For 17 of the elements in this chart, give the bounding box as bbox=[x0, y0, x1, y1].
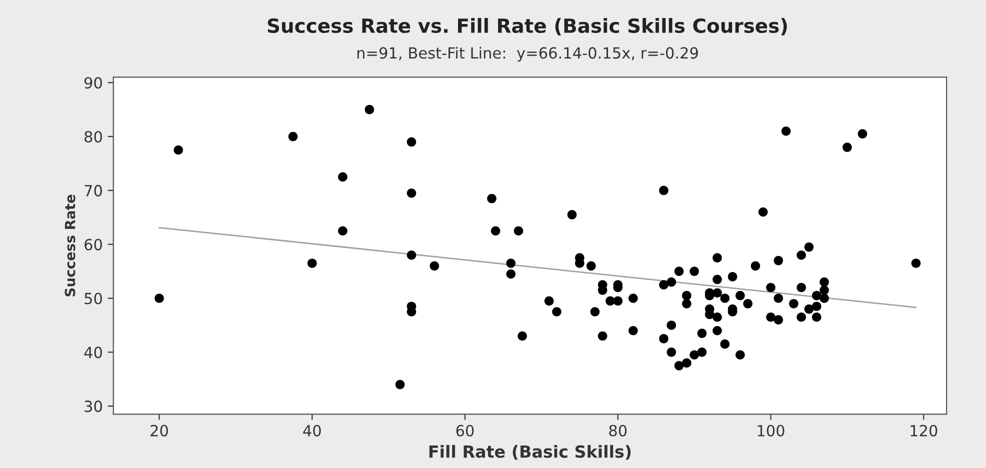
x-tick-label: 80 bbox=[609, 424, 627, 436]
x-tick-label: 40 bbox=[303, 424, 321, 436]
x-tick-label: 20 bbox=[150, 424, 168, 436]
y-tick-label: 70 bbox=[84, 184, 102, 196]
y-tick-label: 90 bbox=[84, 77, 102, 89]
y-axis-title: Success Rate bbox=[64, 194, 76, 296]
y-tick-label: 40 bbox=[84, 346, 102, 358]
x-tick-label: 120 bbox=[910, 424, 938, 436]
y-tick-label: 50 bbox=[84, 292, 102, 304]
chart-title: Success Rate vs. Fill Rate (Basic Skills Courses) bbox=[268, 18, 787, 36]
x-tick-label: 100 bbox=[758, 424, 784, 436]
x-tick-label: 60 bbox=[456, 424, 474, 436]
y-tick-label: 80 bbox=[84, 130, 102, 143]
chart-subtitle: n=91, Best-Fit Line: y=66.14-0.15x, r=-0.29 bbox=[357, 46, 698, 62]
y-tick-label: 30 bbox=[84, 400, 102, 412]
x-axis-title: Fill Rate (Basic Skills) bbox=[429, 444, 631, 460]
y-tick-label: 60 bbox=[84, 238, 102, 250]
